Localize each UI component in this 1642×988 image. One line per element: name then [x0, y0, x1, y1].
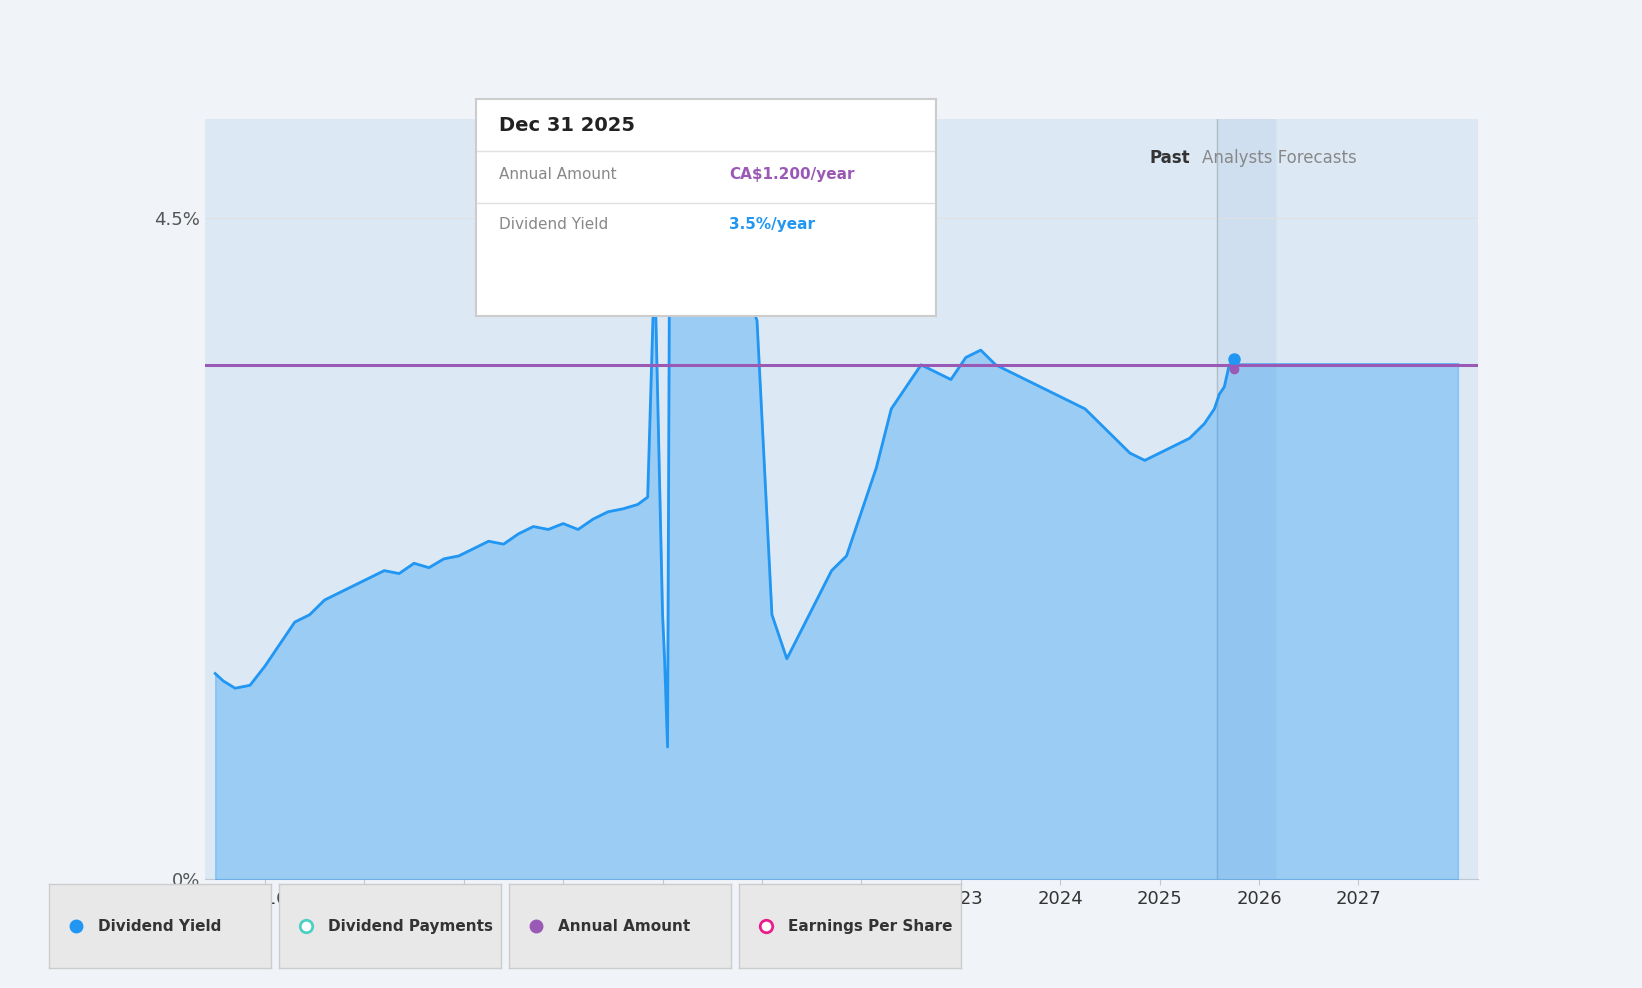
Text: Earnings Per Share: Earnings Per Share: [788, 919, 952, 934]
Text: Annual Amount: Annual Amount: [499, 167, 617, 182]
Text: 3.5%/year: 3.5%/year: [729, 217, 814, 232]
Text: Annual Amount: Annual Amount: [558, 919, 690, 934]
Text: Past: Past: [1149, 149, 1190, 167]
Text: Dec 31 2025: Dec 31 2025: [499, 117, 635, 135]
Bar: [1276, 119, 1478, 879]
Text: Dividend Yield: Dividend Yield: [99, 919, 222, 934]
Text: Dividend Yield: Dividend Yield: [499, 217, 609, 232]
Bar: [1217, 119, 1276, 879]
Text: Analysts Forecasts: Analysts Forecasts: [1202, 149, 1356, 167]
Text: Dividend Payments: Dividend Payments: [328, 919, 493, 934]
Text: CA$1.200/year: CA$1.200/year: [729, 167, 854, 182]
